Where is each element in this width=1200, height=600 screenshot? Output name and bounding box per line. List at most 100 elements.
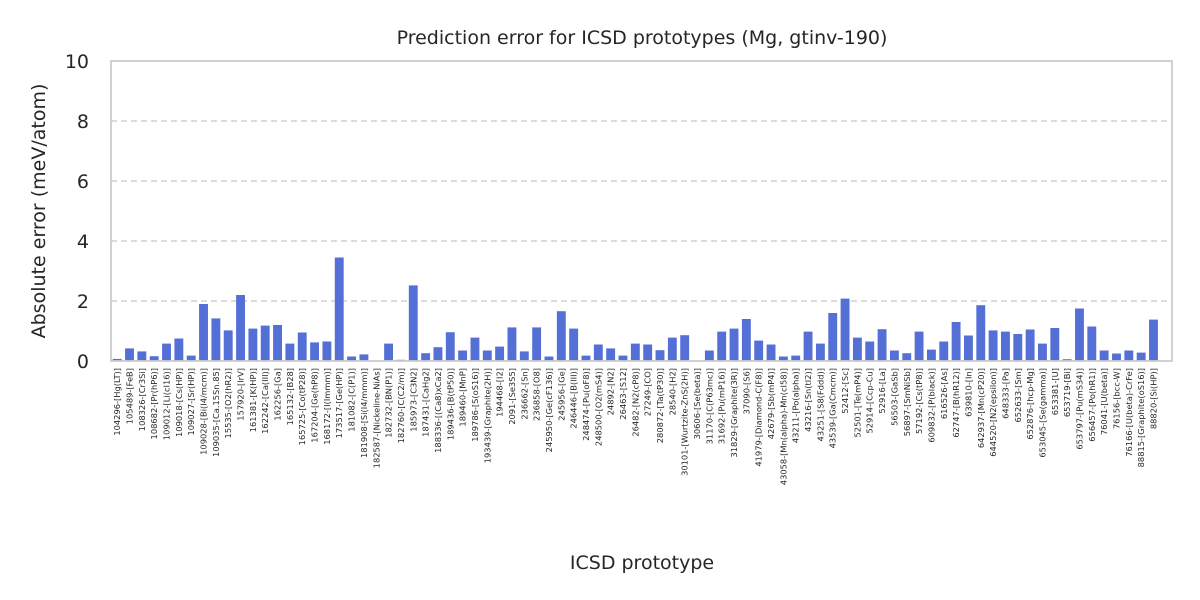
x-tick-label: 181908-[Si(I4/mmm)] — [359, 368, 369, 458]
bar — [1149, 319, 1158, 361]
bar — [445, 332, 455, 361]
y-tick-label: 6 — [77, 171, 89, 193]
x-tick-label: 648333-[Pa] — [1000, 368, 1010, 419]
bar — [297, 332, 307, 361]
bar — [630, 343, 640, 361]
x-tick-label: 246446-[B(III)] — [569, 368, 579, 429]
bar — [125, 348, 134, 361]
x-tick-label: 24892-[N2] — [606, 368, 616, 415]
x-tick-label: 108682-[Pr(hP6)] — [149, 368, 159, 439]
bar — [1001, 331, 1010, 361]
bar — [606, 348, 616, 361]
bar — [519, 351, 529, 361]
x-tick-label: 52916-[La] — [877, 368, 887, 414]
bar — [1038, 343, 1047, 361]
bar — [186, 355, 196, 361]
x-tick-label: 52914-[Ccp-Cu] — [865, 368, 875, 434]
bar — [162, 343, 171, 361]
bar — [778, 356, 788, 361]
bar — [322, 341, 332, 361]
x-tick-label: 31829-[Graphite(3R)] — [729, 368, 739, 458]
x-tick-label: 108326-[Cr3Si] — [137, 368, 147, 431]
bar — [877, 329, 887, 361]
x-tick-label: 656457-[Po(hR1)] — [1087, 368, 1097, 442]
x-tick-label: 109027-[Sr(HP)] — [186, 368, 196, 436]
x-tick-label: 182760-[C(C2/m)] — [396, 368, 406, 443]
bar — [285, 343, 295, 361]
bar — [902, 353, 912, 361]
x-tick-label: 56897-[SmNiSb] — [902, 368, 912, 436]
x-tick-label: 43251-[S8(Fddd)] — [815, 368, 825, 441]
x-tick-label: 76166-[U(beta)-CrFe] — [1124, 368, 1134, 457]
x-tick-label: 181082-[C(P1)] — [347, 368, 357, 432]
x-tick-label: 37090-[S6] — [741, 368, 751, 414]
bar — [754, 340, 764, 361]
x-tick-label: 167204-[Ge(hP8)] — [310, 368, 320, 443]
x-tick-label: 162256-[Ga] — [273, 368, 283, 421]
bar — [717, 331, 727, 361]
bar — [137, 351, 147, 361]
x-tick-label: 248500-[O2(mS4)] — [593, 368, 603, 446]
bar — [507, 327, 517, 361]
bar — [815, 343, 825, 361]
chart-title: Prediction error for ICSD prototypes (Mg… — [397, 27, 888, 49]
x-tick-label: 31170-[C(P63mc)] — [704, 368, 714, 444]
x-tick-label: 653381-[U] — [1050, 368, 1060, 415]
x-tick-label: 57192-[Cs(tP8)] — [914, 368, 924, 434]
x-tick-label: 30606-[Se(beta)] — [692, 368, 702, 439]
x-tick-label: 652876-[hcp-Mg] — [1025, 368, 1035, 440]
x-tick-label: 76156-[bcc-W] — [1111, 368, 1121, 429]
bar — [926, 349, 936, 361]
y-axis-label: Absolute error (meV/atom) — [28, 84, 50, 339]
bar — [963, 335, 973, 361]
bar — [149, 356, 159, 361]
bar — [458, 350, 468, 361]
bar — [556, 311, 566, 361]
bar — [803, 331, 813, 361]
x-tick-label: 109018-[Cs(HP)] — [174, 368, 184, 437]
x-tick-label: 52501-[Te(mP4)] — [852, 368, 862, 437]
bar — [347, 356, 357, 361]
bar — [495, 346, 505, 361]
x-tick-labels: 104296-[Hg(LT)] 105489-[FeB] 108326-[Cr3Si… — [112, 368, 1158, 485]
x-tick-label: 188336-[(Ca8)xCa2] — [433, 368, 443, 453]
bar — [951, 322, 961, 361]
x-tick-label: 26463-[S12] — [618, 368, 628, 420]
bar — [976, 305, 986, 361]
bar — [421, 353, 431, 361]
x-tick-label: 161381-[K(HP)] — [248, 368, 258, 432]
bar — [729, 328, 739, 361]
x-tick-label: 652633-[Sm] — [1013, 368, 1023, 423]
x-tick-label: 642937-[Mn(cP20)] — [976, 368, 986, 448]
y-tick-label: 8 — [77, 111, 89, 133]
x-tick-label: 157920-[IrV] — [236, 368, 246, 421]
x-tick-label: 43211-[Po(alpha)] — [791, 368, 801, 443]
bar — [914, 331, 924, 361]
bar — [766, 344, 776, 361]
x-tick-label: 26482-[N2(cP8)] — [630, 368, 640, 437]
bar — [988, 330, 998, 361]
x-tick-label: 88815-[Graphite(oS16)] — [1136, 368, 1146, 467]
y-tick-labels: 0 2 4 6 8 10 — [65, 51, 89, 373]
x-tick-label: 194468-[I2] — [495, 368, 505, 417]
x-tick-label: 43216-[Sn(tI2)] — [803, 368, 813, 432]
x-axis-label: ICSD prototype — [570, 552, 714, 574]
x-tick-label: 653797-[Pu(mS34)] — [1074, 368, 1084, 450]
bar — [680, 335, 690, 361]
x-tick-label: 280872-[Ta(tP30)] — [655, 368, 665, 443]
bar — [408, 285, 418, 361]
bar — [581, 355, 591, 361]
x-tick-label: 245950-[Ge(cF136)] — [544, 368, 554, 452]
x-tick-label: 88820-[Si(HP)] — [1148, 368, 1158, 429]
x-tick-label: 109012-[Li(cI16)] — [162, 368, 172, 440]
bar — [1099, 350, 1109, 361]
x-tick-label: 109035-[Ca.15Sn.85] — [211, 368, 221, 457]
bar — [1087, 326, 1097, 361]
bar — [593, 344, 603, 361]
bar — [840, 298, 850, 361]
x-tick-label: 182587-[Nickeline-NiAs] — [371, 368, 381, 468]
plot-frame — [110, 60, 1173, 362]
x-tick-label: 109028-[Bi(I4/mcm)] — [199, 368, 209, 455]
bar — [704, 350, 714, 361]
bar — [1075, 308, 1084, 361]
